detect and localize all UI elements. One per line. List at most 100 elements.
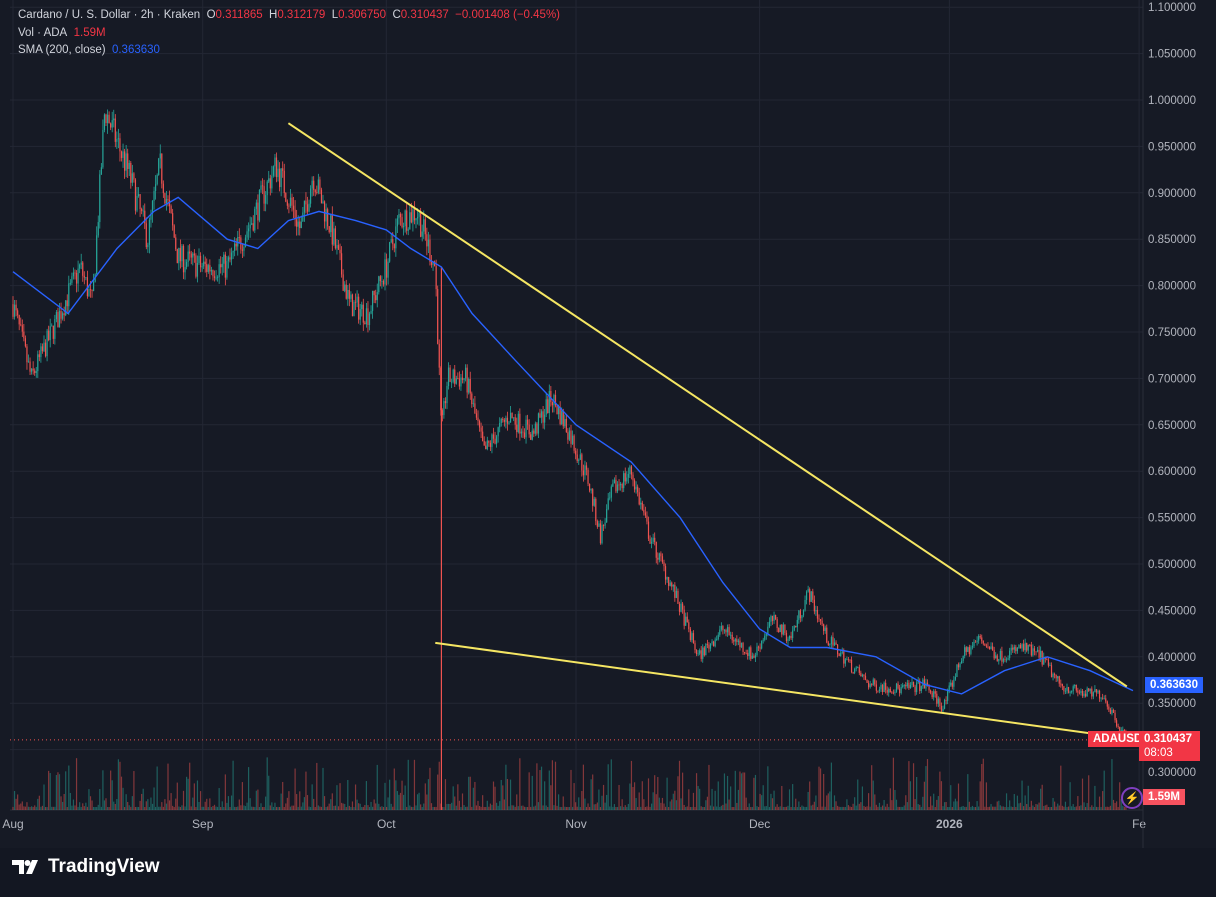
candle-body bbox=[37, 354, 39, 372]
candle-body bbox=[987, 646, 989, 648]
volume-bar bbox=[988, 806, 991, 810]
candle-body bbox=[988, 646, 991, 650]
candle-body bbox=[230, 252, 233, 260]
volume-bar bbox=[292, 805, 295, 810]
candle-body bbox=[601, 525, 603, 544]
candle-body bbox=[435, 266, 437, 290]
volume-bar bbox=[65, 771, 67, 810]
volume-bar bbox=[909, 781, 912, 810]
volume-bar bbox=[37, 798, 39, 810]
candle-body bbox=[1122, 730, 1124, 731]
volume-bar bbox=[97, 804, 99, 810]
candle-body bbox=[492, 434, 495, 439]
candle-body bbox=[579, 454, 581, 460]
candle-body bbox=[1054, 673, 1056, 675]
candle-body bbox=[373, 290, 375, 296]
volume-bar bbox=[13, 791, 16, 810]
volume-bar bbox=[258, 806, 261, 810]
volume-bar bbox=[664, 806, 667, 810]
volume-bar bbox=[503, 799, 505, 810]
y-tick-label: 0.400000 bbox=[1148, 652, 1196, 664]
candle-body bbox=[13, 304, 16, 317]
volume-bar bbox=[846, 799, 848, 810]
volume-bar bbox=[164, 799, 166, 810]
volume-bar bbox=[12, 806, 14, 810]
volume-bar bbox=[283, 807, 285, 810]
price-chart[interactable]: 1.100000 1.050000 1.000000 0.950000 0.900000… bbox=[0, 0, 1216, 848]
volume-bar bbox=[85, 802, 87, 810]
candle-body bbox=[1055, 674, 1057, 679]
candle-body bbox=[903, 684, 905, 686]
candle-body bbox=[973, 641, 975, 647]
volume-bar bbox=[189, 762, 191, 810]
candle-body bbox=[156, 175, 158, 185]
volume-bar bbox=[806, 806, 808, 810]
volume-bar bbox=[1055, 806, 1057, 810]
candle-body bbox=[344, 284, 346, 291]
volume-bar bbox=[902, 806, 904, 810]
volume-bar bbox=[886, 803, 888, 810]
change-value: −0.001408 (−0.45%) bbox=[455, 9, 560, 21]
candle-body bbox=[638, 492, 640, 505]
candle-body bbox=[283, 170, 285, 194]
volume-legend[interactable]: Vol · ADA 1.59M bbox=[18, 27, 106, 39]
volume-bar bbox=[308, 806, 310, 810]
volume-bar bbox=[891, 800, 893, 810]
volume-bar bbox=[249, 798, 251, 810]
candle-body bbox=[434, 261, 436, 267]
volume-bar bbox=[110, 770, 112, 810]
volume-bar bbox=[274, 802, 276, 810]
candle-body bbox=[319, 179, 321, 190]
candle-body bbox=[257, 202, 259, 221]
candle-body bbox=[161, 153, 163, 184]
candle-body bbox=[430, 261, 433, 265]
candle-body bbox=[294, 209, 296, 220]
low-label: L bbox=[331, 9, 339, 21]
candle-body bbox=[1085, 693, 1087, 697]
candle-body bbox=[799, 610, 801, 619]
candle-body bbox=[610, 486, 612, 498]
candle-body bbox=[164, 193, 166, 204]
candle-body bbox=[354, 301, 357, 303]
tradingview-logo[interactable]: TradingView bbox=[12, 856, 160, 878]
candle-body bbox=[1049, 665, 1051, 667]
volume-bar bbox=[1004, 806, 1006, 810]
volume-bar bbox=[641, 781, 643, 810]
sma-legend[interactable]: SMA (200, close) 0.363630 bbox=[18, 44, 160, 56]
volume-bar bbox=[911, 806, 913, 810]
y-tick-label: 0.600000 bbox=[1148, 466, 1196, 478]
volume-bar bbox=[71, 805, 73, 810]
volume-bar bbox=[1032, 805, 1034, 810]
candle-body bbox=[299, 221, 301, 229]
volume-bar bbox=[584, 798, 586, 810]
lightning-icon[interactable]: ⚡ bbox=[1121, 787, 1143, 809]
volume-bar bbox=[17, 794, 19, 810]
volume-bar bbox=[683, 804, 685, 810]
volume-bar bbox=[728, 799, 730, 810]
volume-bar bbox=[695, 773, 698, 810]
volume-bar bbox=[1061, 805, 1063, 810]
volume-bar bbox=[322, 767, 324, 810]
volume-bar bbox=[812, 804, 814, 810]
candle-body bbox=[517, 413, 519, 433]
symbol-tag: ADAUSD bbox=[1088, 731, 1148, 747]
volume-bar bbox=[615, 806, 617, 810]
candle-body bbox=[700, 650, 702, 659]
volume-bar bbox=[221, 801, 223, 810]
candle-body bbox=[454, 369, 456, 384]
volume-bar bbox=[83, 806, 85, 810]
volume-bar bbox=[122, 787, 124, 810]
candle-body bbox=[559, 407, 561, 424]
candle-body bbox=[666, 577, 668, 580]
volume-bar bbox=[714, 790, 716, 810]
volume-bar bbox=[114, 804, 116, 810]
volume-bar bbox=[680, 798, 682, 810]
candle-body bbox=[1119, 726, 1121, 731]
volume-bar bbox=[570, 769, 572, 810]
candle-body bbox=[189, 251, 191, 254]
high-value: 0.312179 bbox=[277, 9, 326, 21]
volume-bar bbox=[905, 795, 907, 810]
candle-body bbox=[1021, 644, 1023, 649]
candle-body bbox=[106, 114, 109, 124]
candle-body bbox=[761, 640, 763, 649]
